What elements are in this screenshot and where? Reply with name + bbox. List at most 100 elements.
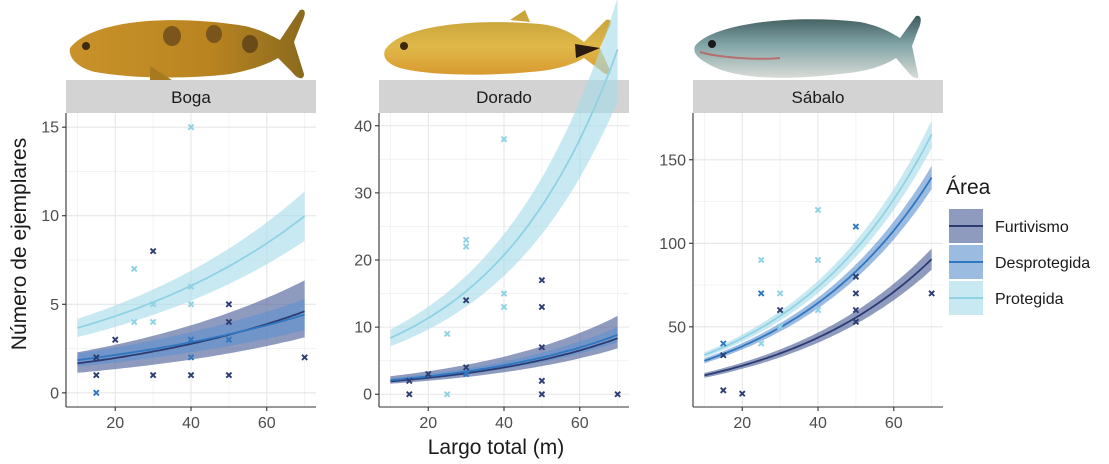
legend: Área Furtivismo Desprotegida Protegida <box>946 176 1090 315</box>
legend-item-protegida: Protegida <box>949 281 1064 315</box>
y-tick-label: 10 <box>354 320 372 337</box>
data-point <box>443 330 451 338</box>
fit-line-furtivismo <box>390 337 618 383</box>
data-point <box>538 343 546 351</box>
data-point <box>301 354 308 361</box>
data-point <box>852 290 860 297</box>
fit-line-protegida <box>390 49 619 339</box>
boga-fish-icon <box>69 9 305 82</box>
ribbon-protegida <box>390 0 618 347</box>
data-point <box>614 390 621 398</box>
y-tick-label: 5 <box>50 297 59 314</box>
data-point <box>462 364 470 371</box>
data-point <box>538 303 546 311</box>
x-axis-title: Largo total (m) <box>428 436 565 459</box>
data-point <box>443 390 451 398</box>
x-tick-label: 20 <box>419 415 437 432</box>
data-point <box>462 243 470 250</box>
y-tick-label: 40 <box>354 118 372 135</box>
fit-line-furtivismo <box>77 310 305 365</box>
data-point <box>187 123 195 131</box>
x-tick-label: 40 <box>495 415 513 432</box>
data-point <box>852 223 860 230</box>
legend-label: Desprotegida <box>995 255 1090 272</box>
y-tick-label: 50 <box>668 319 686 336</box>
fit-line-desprotegida <box>390 333 618 382</box>
facet-title: Sábalo <box>792 88 845 107</box>
x-tick-label: 40 <box>182 415 200 432</box>
data-point <box>111 336 119 343</box>
fit-line-desprotegida <box>77 313 305 361</box>
panels: Boga 0 5 10 15 20 40 60 Dorado 0 10 20 30 40 20 40 60 Sáb… <box>41 0 943 432</box>
data-point <box>814 206 822 214</box>
ribbon-protegida <box>77 191 305 337</box>
y-tick-label: 15 <box>41 120 59 137</box>
data-point <box>462 370 470 378</box>
panel-boga: Boga 0 5 10 15 20 40 60 <box>41 80 316 432</box>
data-point <box>814 306 822 314</box>
data-point <box>720 351 727 359</box>
data-point <box>187 283 195 290</box>
data-point <box>538 390 546 398</box>
x-tick-label: 60 <box>571 415 589 432</box>
ribbon-desprotegida <box>77 299 305 367</box>
data-point <box>225 301 233 308</box>
data-point <box>93 354 100 361</box>
sabalo-fish-icon <box>694 15 921 79</box>
fit-line-desprotegida <box>704 177 933 362</box>
dorado-fish-icon <box>384 10 611 75</box>
ribbon-desprotegida <box>390 327 618 382</box>
facet-title: Dorado <box>476 88 532 107</box>
legend-label: Furtivismo <box>995 219 1069 236</box>
data-point <box>93 371 100 379</box>
data-point <box>852 306 860 314</box>
legend-title: Área <box>946 176 991 199</box>
y-tick-label: 10 <box>41 208 59 225</box>
data-point <box>500 135 508 143</box>
data-point <box>500 290 508 297</box>
data-point <box>500 303 508 311</box>
x-tick-label: 60 <box>885 415 903 432</box>
data-point <box>93 389 100 397</box>
y-tick-label: 100 <box>659 236 686 253</box>
legend-label: Protegida <box>995 291 1064 308</box>
data-point <box>738 390 746 397</box>
fit-line-protegida <box>704 134 933 356</box>
data-point <box>852 273 860 280</box>
data-point <box>130 318 138 326</box>
fit-line-furtivismo <box>704 258 933 377</box>
data-point <box>187 336 195 343</box>
data-point <box>149 371 157 379</box>
data-point <box>538 276 546 284</box>
data-point <box>225 318 233 326</box>
panel-dorado: Dorado 0 10 20 30 40 20 40 60 <box>354 0 629 432</box>
data-point <box>776 306 784 314</box>
data-point <box>130 265 138 273</box>
data-point <box>720 340 727 347</box>
data-point <box>462 297 470 304</box>
x-tick-label: 20 <box>106 415 124 432</box>
legend-item-desprotegida: Desprotegida <box>949 245 1090 279</box>
data-point <box>852 318 860 326</box>
data-point <box>149 247 157 255</box>
data-point <box>187 301 195 308</box>
x-tick-label: 20 <box>733 415 751 432</box>
data-point <box>757 340 765 347</box>
legend-item-furtivismo: Furtivismo <box>949 209 1069 243</box>
data-point <box>538 377 546 385</box>
y-tick-label: 0 <box>363 387 372 404</box>
data-point <box>776 323 784 331</box>
data-point <box>406 377 413 385</box>
facet-strip <box>66 80 316 113</box>
data-point <box>225 371 233 379</box>
y-tick-label: 30 <box>354 185 372 202</box>
data-point <box>462 236 470 244</box>
data-point <box>225 336 233 343</box>
data-point <box>406 390 413 398</box>
data-point <box>776 290 784 297</box>
data-point <box>814 256 822 264</box>
y-tick-label: 0 <box>50 385 59 402</box>
axis-titles: Largo total (m) Número de ejemplares <box>8 138 564 459</box>
facet-title: Boga <box>171 88 211 107</box>
